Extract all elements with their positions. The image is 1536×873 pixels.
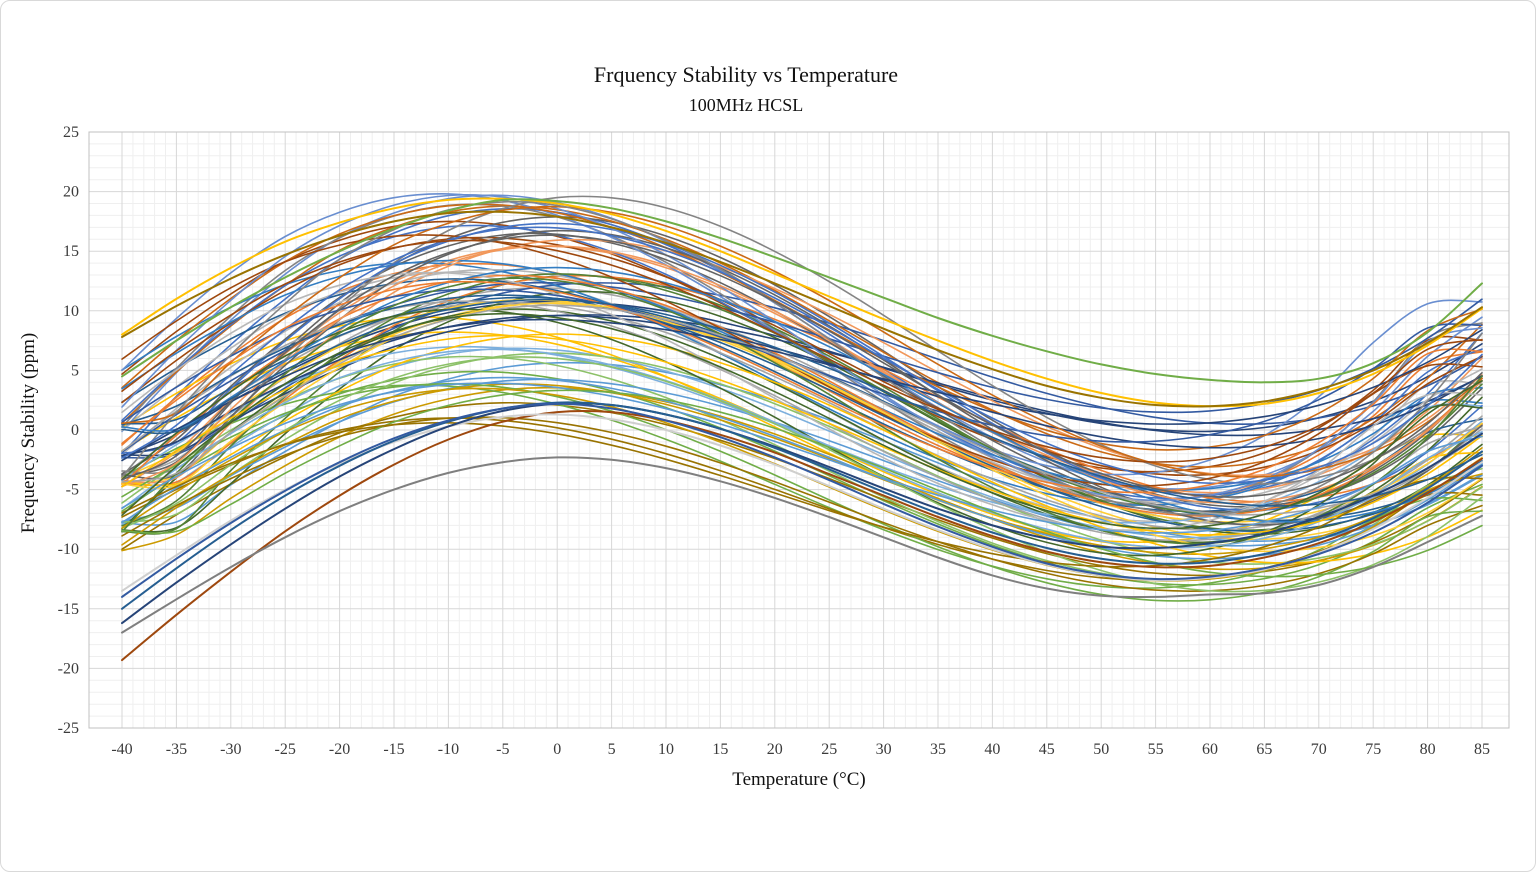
series-line (121, 416, 1483, 592)
x-tick-label: -30 (220, 741, 241, 758)
series-line (121, 389, 1483, 578)
series-line-top-yellow (121, 197, 1483, 408)
series-line-bottom-darkred (121, 409, 1483, 662)
x-tick-label: 15 (712, 741, 728, 758)
series-line (121, 280, 1483, 494)
x-tick-label: -35 (166, 741, 187, 758)
plot-border (88, 131, 1510, 729)
x-tick-label: -40 (111, 741, 132, 758)
series-line-top-green (121, 198, 1483, 384)
x-tick-label: 10 (658, 741, 674, 758)
series-line (121, 348, 1483, 549)
series-line (121, 195, 1483, 485)
series-line (121, 239, 1483, 463)
series-line (121, 261, 1483, 506)
y-tick-label: 10 (63, 303, 79, 320)
series-line (121, 298, 1483, 507)
y-tick-label: -10 (58, 541, 79, 558)
series-lines (121, 193, 1483, 662)
tick-labels: -25 -20 -15 -10 -5 0 5 10 15 20 25 -40 -35 -30 -25 -20 -… (58, 124, 1490, 758)
series-line (121, 421, 1483, 568)
series-line (121, 302, 1483, 553)
y-tick-label: 25 (63, 124, 79, 141)
x-tick-label: 85 (1474, 741, 1490, 758)
y-tick-label: -20 (58, 660, 79, 677)
series-line (121, 234, 1483, 487)
x-tick-label: 30 (876, 741, 892, 758)
series-line (121, 266, 1483, 523)
x-tick-label: 5 (608, 741, 616, 758)
x-tick-label: 60 (1202, 741, 1218, 758)
y-tick-label: -25 (58, 720, 79, 737)
series-line (121, 384, 1483, 589)
x-tick-label: -20 (329, 741, 350, 758)
series-line (121, 226, 1483, 485)
x-tick-label: 80 (1420, 741, 1436, 758)
x-axis-label: Temperature (°C) (732, 769, 866, 790)
series-line-darkblue-low (121, 402, 1483, 598)
series-line-olive-high (121, 210, 1483, 408)
series-line (121, 382, 1483, 534)
chart-subtitle: 100MHz HCSL (688, 95, 804, 115)
x-tick-label: 40 (984, 741, 1000, 758)
series-line (121, 352, 1483, 565)
y-tick-label: 5 (71, 362, 79, 379)
series-line-light-gray-low (121, 413, 1483, 592)
series-line (121, 333, 1483, 564)
series-line (121, 356, 1483, 593)
y-tick-label: 15 (63, 243, 79, 260)
x-tick-label: 70 (1311, 741, 1327, 758)
series-line-navy-steep (121, 402, 1483, 625)
x-tick-label: -25 (275, 741, 296, 758)
x-tick-label: 20 (767, 741, 783, 758)
y-tick-label: 0 (71, 422, 79, 439)
x-tick-label: 50 (1093, 741, 1109, 758)
x-tick-label: 0 (553, 741, 561, 758)
series-line (121, 194, 1483, 502)
series-line (121, 378, 1483, 547)
series-line (121, 312, 1483, 530)
series-line (121, 314, 1483, 457)
x-tick-label: -5 (496, 741, 509, 758)
series-line (121, 234, 1483, 498)
series-line (121, 271, 1483, 532)
series-line (121, 238, 1483, 484)
series-line-bottom-gray (121, 456, 1483, 634)
x-tick-label: 25 (821, 741, 837, 758)
x-tick-label: 75 (1365, 741, 1381, 758)
x-tick-label: 35 (930, 741, 946, 758)
series-line (121, 383, 1483, 556)
x-tick-label: -10 (438, 741, 459, 758)
series-line (121, 287, 1483, 526)
series-line (121, 334, 1483, 536)
series-line (121, 376, 1483, 560)
x-tick-label: 45 (1039, 741, 1055, 758)
series-line (121, 277, 1483, 545)
x-tick-label: 65 (1256, 741, 1272, 758)
series-line (121, 294, 1483, 532)
series-line-teal-low (121, 401, 1483, 610)
y-tick-label: -5 (66, 482, 79, 499)
series-line (121, 245, 1483, 494)
y-tick-label: -15 (58, 601, 79, 618)
chart-title: Frquency Stability vs Temperature (593, 62, 899, 87)
x-tick-label: 55 (1148, 741, 1164, 758)
x-tick-label: -15 (383, 741, 404, 758)
y-tick-label: 20 (63, 184, 79, 201)
series-line (121, 274, 1483, 535)
